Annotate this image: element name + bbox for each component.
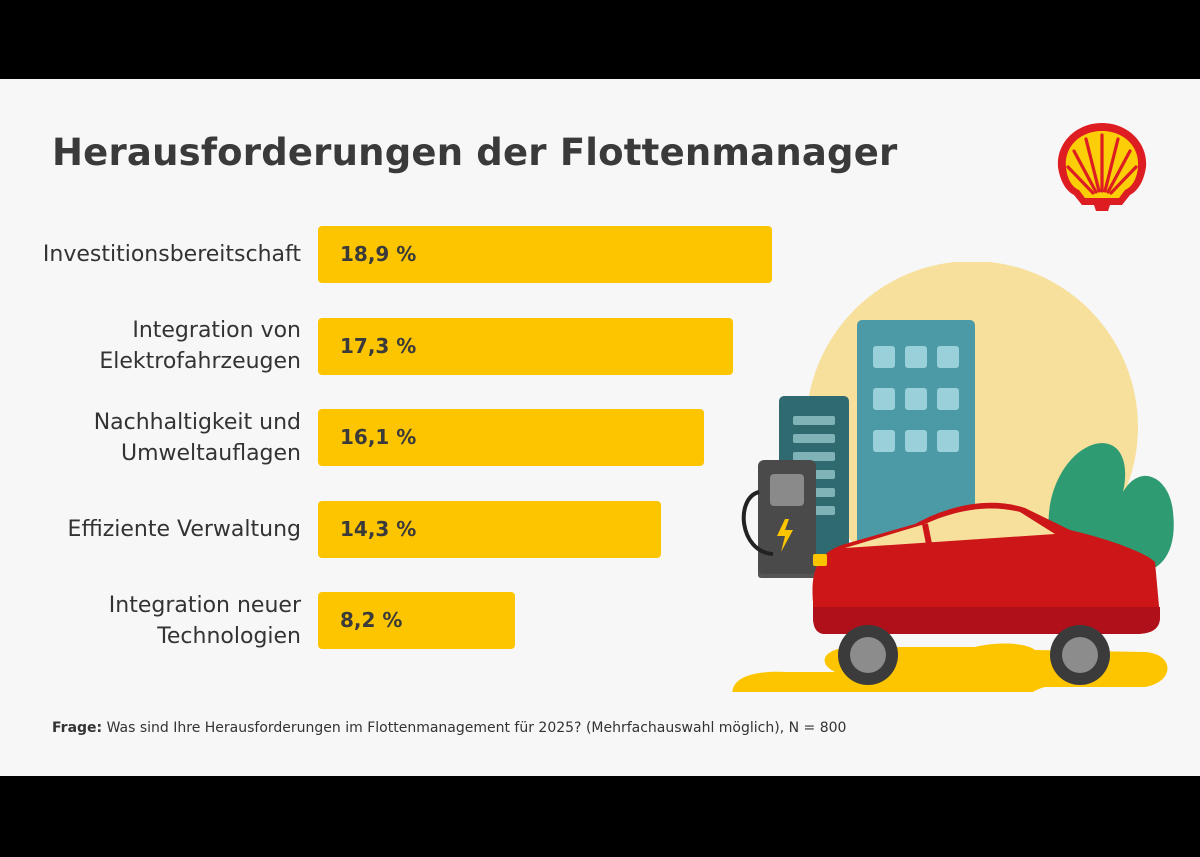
infographic-panel: Herausforderungen der Flottenmanager	[0, 79, 1200, 776]
category-label: Investitionsbereitschaft	[42, 242, 301, 267]
bar	[318, 592, 515, 649]
bar-value-label: 8,2 %	[340, 608, 403, 632]
office-building-icon	[857, 320, 975, 570]
category-label: Integration von Elektrofahrzeugen	[99, 318, 301, 374]
footnote: Frage: Was sind Ihre Herausforderungen i…	[52, 720, 846, 736]
category-label: Integration neuer Technologien	[108, 592, 301, 649]
car-charging-illustration	[732, 262, 1174, 692]
bar	[318, 500, 662, 558]
bar	[318, 226, 772, 283]
bar-value-label: 16,1 %	[340, 425, 417, 449]
charging-station-icon	[741, 460, 822, 578]
footnote-label: Frage:	[52, 720, 103, 736]
red-car-icon	[812, 502, 1160, 685]
chart-title: Herausforderungen der Flottenmanager	[52, 131, 898, 174]
bar-value-label: 14,3 %	[340, 516, 417, 541]
bar-value-label: 17,3 %	[340, 333, 417, 358]
shell-logo-icon	[1057, 123, 1147, 211]
bar	[318, 317, 734, 375]
category-label: Effiziente Verwaltung	[67, 516, 301, 542]
category-label: Nachhaltigkeit und Umweltauflagen	[93, 409, 301, 466]
bar-value-label: 18,9 %	[340, 242, 417, 266]
footnote-text: Was sind Ihre Herausforderungen im Flott…	[102, 720, 847, 736]
bar	[318, 409, 705, 466]
